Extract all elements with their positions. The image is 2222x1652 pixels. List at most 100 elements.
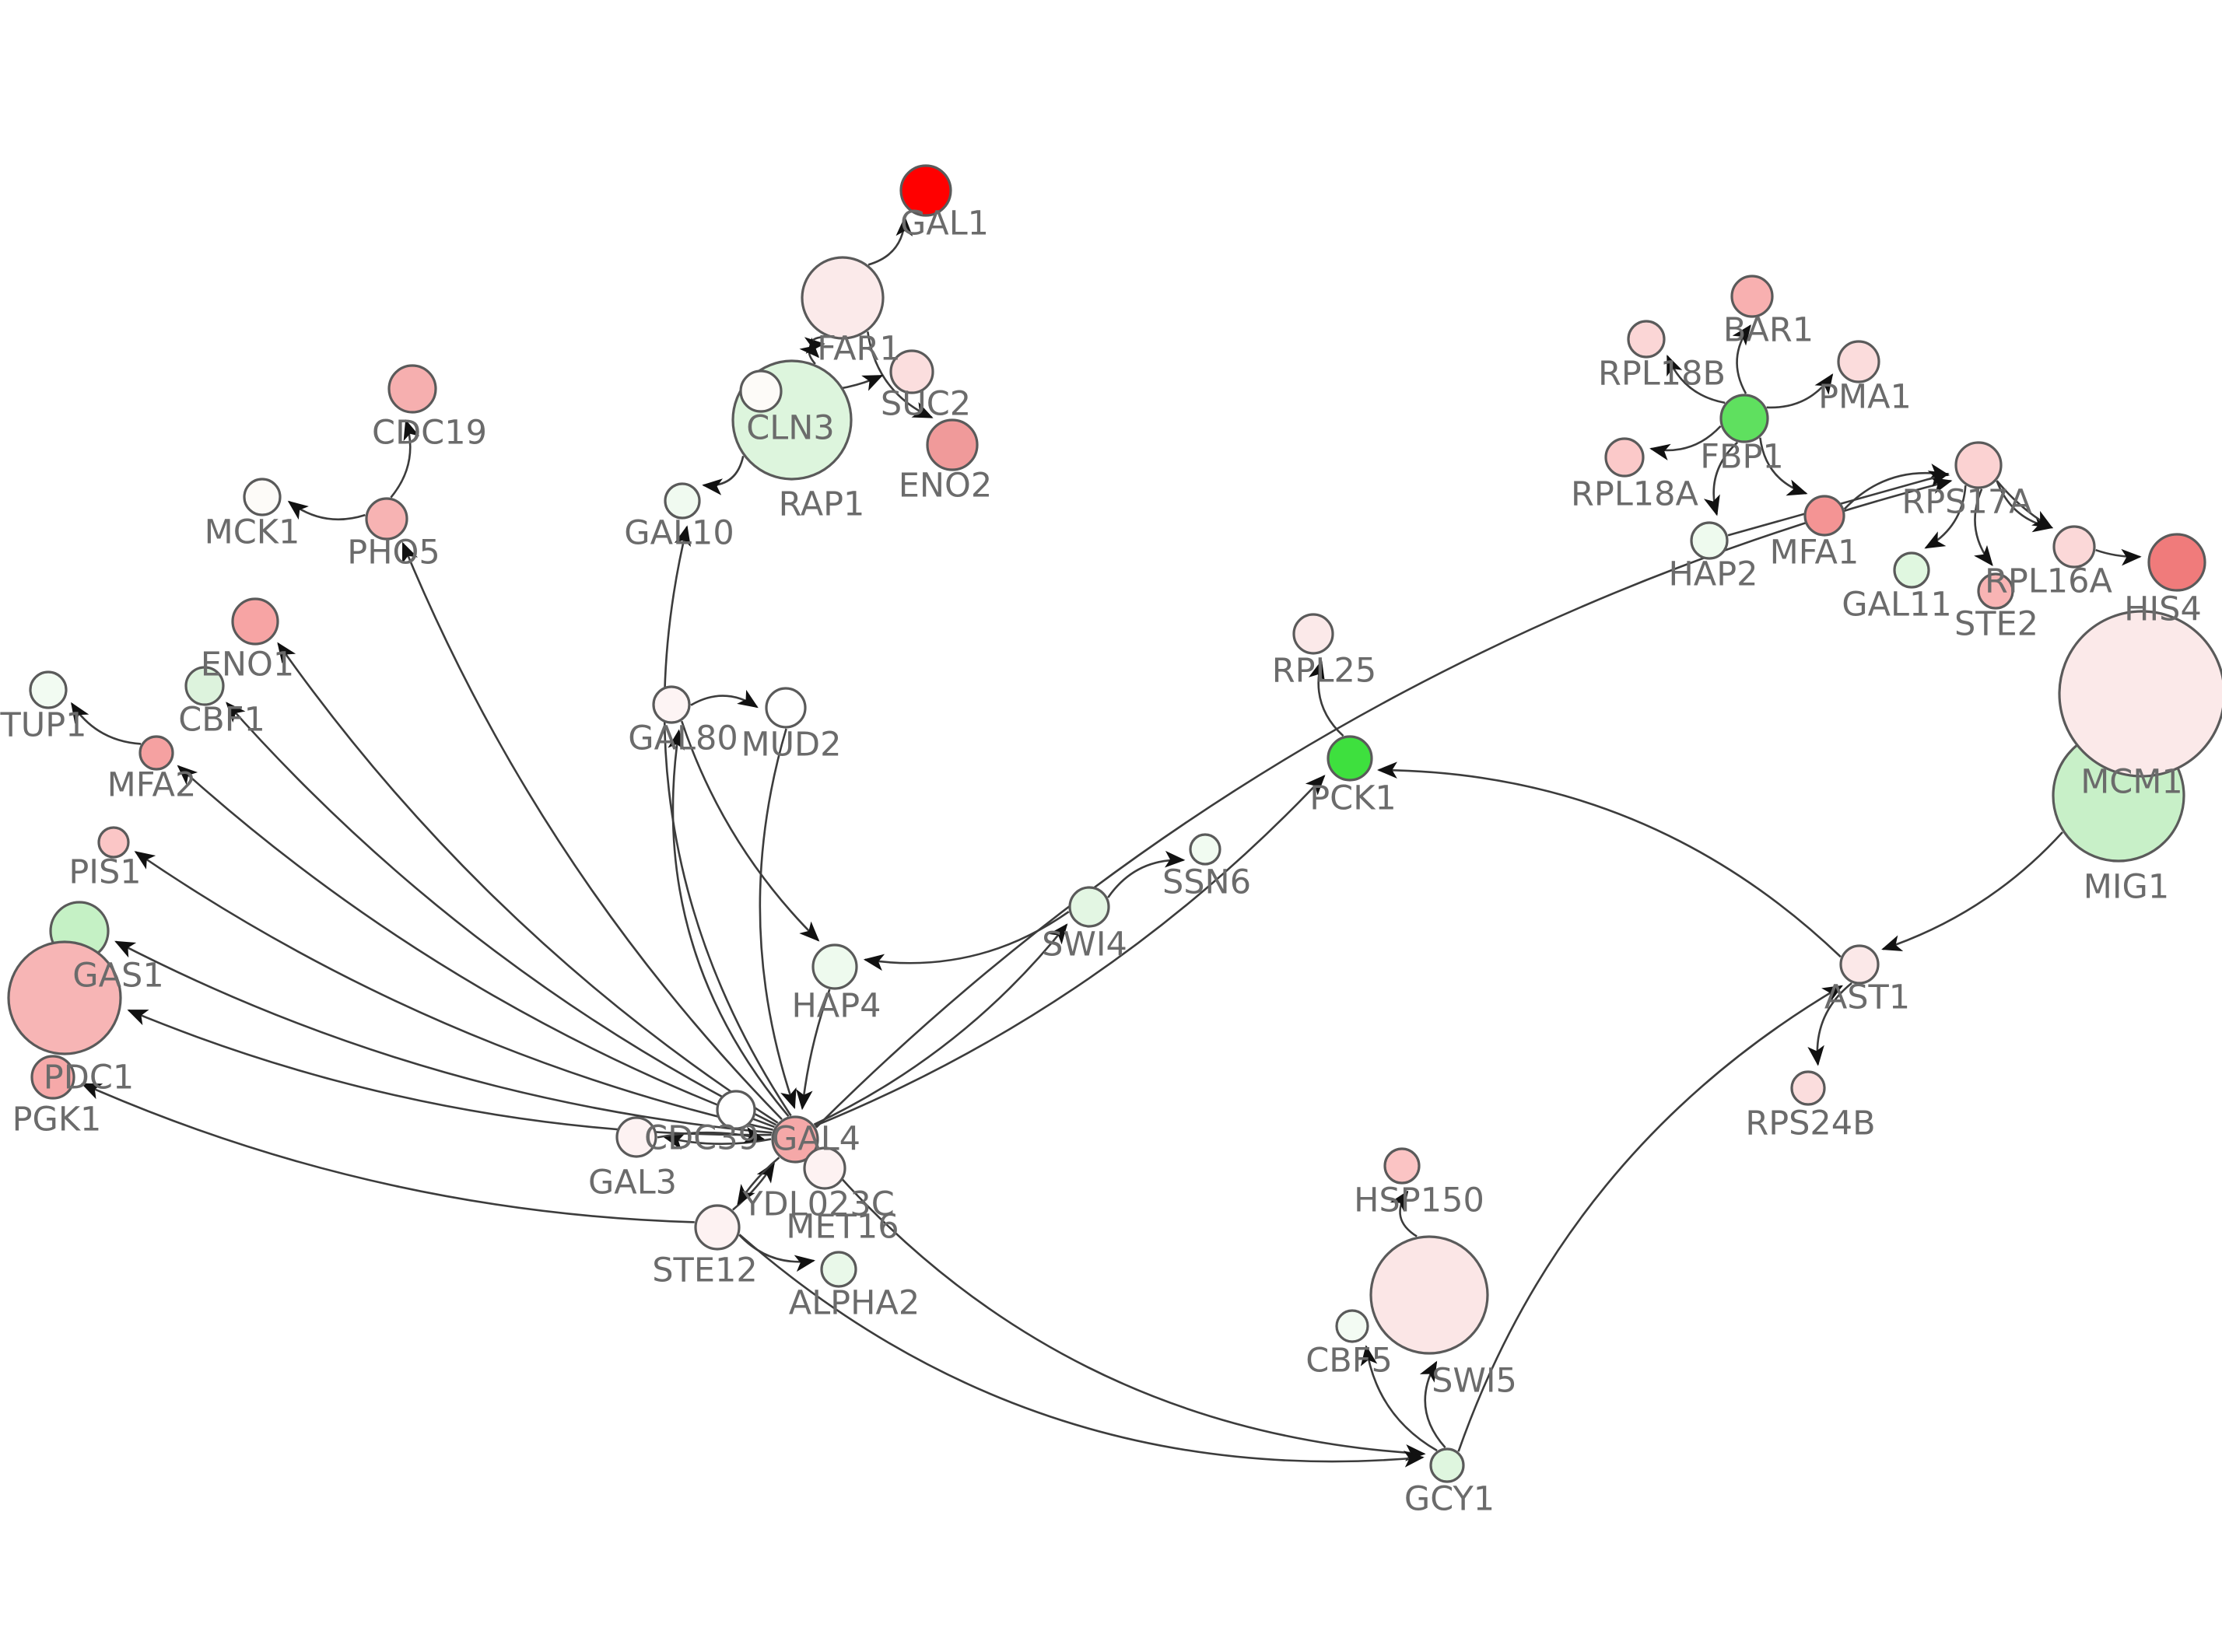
- gene-label-cdc19: CDC19: [372, 414, 487, 453]
- gene-node-mfa2[interactable]: [138, 735, 174, 771]
- gene-label-ast1: AST1: [1824, 978, 1910, 1017]
- edge-rps17a-to-ste2: [1974, 488, 1993, 567]
- gene-label-rpl16a: RPL16A: [1985, 562, 2112, 601]
- gene-node-ydl023c[interactable]: [803, 1146, 846, 1190]
- gene-label-rpl25: RPL25: [1272, 652, 1376, 691]
- gene-node-pck1[interactable]: [1327, 735, 1373, 782]
- gene-node-rpl18a[interactable]: [1604, 437, 1645, 478]
- gene-label-his4: HIS4: [2124, 590, 2202, 629]
- node-layer: [7, 164, 2222, 1483]
- gene-node-gal10[interactable]: [664, 482, 701, 520]
- gene-label-gal4: GAL4: [772, 1120, 860, 1159]
- gene-node-cbf1[interactable]: [184, 666, 225, 706]
- edge-gal4-to-ste12: [737, 1157, 780, 1206]
- gene-node-mfa1[interactable]: [1803, 495, 1845, 537]
- gene-node-cdc19[interactable]: [387, 364, 437, 414]
- edge-gal4-to-eno1: [277, 642, 779, 1124]
- gene-node-pma1[interactable]: [1837, 340, 1880, 383]
- gene-node-gal1[interactable]: [899, 164, 952, 217]
- gene-node-gal80[interactable]: [652, 685, 691, 724]
- gene-node-rpl18b[interactable]: [1627, 320, 1666, 359]
- edge-ast1-to-pck1: [1376, 761, 1842, 958]
- gene-label-pck1: PCK1: [1309, 779, 1397, 818]
- gene-node-fbp1[interactable]: [1719, 394, 1769, 443]
- gene-label-bar1: BAR1: [1723, 311, 1814, 350]
- gene-label-gcy1: GCY1: [1404, 1480, 1495, 1519]
- gene-node-hap4[interactable]: [811, 943, 858, 990]
- gene-label-mcm1: MCM1: [2080, 763, 2183, 802]
- edge-swi5-to-hsp150: [1390, 1190, 1418, 1237]
- edge-swi4-to-hap4: [863, 911, 1070, 971]
- gene-node-swi5[interactable]: [1369, 1235, 1489, 1355]
- gene-label-hap4: HAP4: [791, 987, 881, 1026]
- gene-node-pho5[interactable]: [365, 497, 408, 541]
- gene-label-pis1: PIS1: [68, 853, 141, 892]
- gene-node-rpl16a[interactable]: [2052, 525, 2096, 569]
- edge-rps17a-to-gal11: [1924, 485, 1967, 549]
- gene-node-mud2[interactable]: [765, 687, 807, 729]
- gene-node-eno2[interactable]: [926, 418, 979, 471]
- gene-node-his4[interactable]: [2147, 533, 2206, 592]
- edge-gal4-to-pdc1: [127, 1009, 772, 1136]
- gene-node-mck1[interactable]: [243, 478, 282, 516]
- gene-label-rps24b: RPS24B: [1745, 1104, 1875, 1143]
- gene-node-alpha2[interactable]: [820, 1251, 857, 1288]
- gene-label-met16: MET16: [786, 1208, 899, 1247]
- gene-node-suc2[interactable]: [889, 349, 934, 394]
- gene-label-gal3: GAL3: [588, 1164, 677, 1202]
- gene-node-eno1[interactable]: [231, 597, 279, 646]
- gene-node-gcy1[interactable]: [1429, 1447, 1465, 1483]
- gene-label-cbf5: CBF5: [1306, 1342, 1393, 1381]
- edge-mfa2-to-tup1: [71, 702, 142, 745]
- gene-node-cdc39[interactable]: [716, 1090, 756, 1130]
- gene-label-ste12: STE12: [652, 1251, 757, 1290]
- gene-label-mig1: MIG1: [2084, 868, 2169, 907]
- gene-label-mfa1: MFA1: [1770, 534, 1859, 572]
- edge-ste12-to-gcy1: [738, 1234, 1425, 1468]
- gene-label-eno2: ENO2: [899, 467, 993, 506]
- gene-node-pis1[interactable]: [97, 826, 130, 859]
- gene-node-hsp150[interactable]: [1383, 1147, 1421, 1185]
- gene-node-ast1[interactable]: [1839, 944, 1880, 985]
- edge-fbp1-to-rpl18a: [1649, 425, 1722, 461]
- gene-label-gas1: GAS1: [72, 957, 163, 996]
- gene-label-pgk1: PGK1: [12, 1101, 102, 1139]
- gene-label-gal11: GAL11: [1842, 586, 1951, 625]
- edge-gal4-to-gcy1: [815, 1150, 1426, 1461]
- gene-label-pdc1: PDC1: [44, 1059, 134, 1097]
- gene-node-rps17a[interactable]: [1954, 441, 2003, 489]
- gene-node-gal3[interactable]: [615, 1116, 657, 1158]
- gene-label-hap2: HAP2: [1668, 555, 1758, 594]
- gene-node-bar1[interactable]: [1730, 275, 1774, 318]
- gene-label-pma1: PMA1: [1818, 378, 1912, 417]
- edge-layer: [71, 215, 2142, 1468]
- gene-node-rpl25[interactable]: [1292, 613, 1334, 655]
- edge-rps17a-to-rpl16a: [1996, 480, 2053, 529]
- gene-label-ste2: STE2: [1954, 605, 2038, 644]
- gene-node-ste12[interactable]: [694, 1204, 741, 1251]
- gene-node-hap2[interactable]: [1690, 521, 1729, 560]
- gene-label-pho5: PHO5: [347, 534, 440, 572]
- gene-node-cbf5[interactable]: [1335, 1309, 1369, 1343]
- edge-gal4-to-cbf1: [226, 702, 776, 1126]
- gene-node-gal4[interactable]: [771, 1115, 819, 1164]
- gene-node-pgk1[interactable]: [30, 1055, 75, 1100]
- gene-node-tup1[interactable]: [29, 670, 68, 709]
- gene-node-gal11[interactable]: [1893, 551, 1930, 589]
- gene-node-mcm1[interactable]: [2058, 610, 2222, 778]
- edge-gal3-to-gal4: [657, 1126, 766, 1143]
- gene-node-rps24b[interactable]: [1790, 1070, 1826, 1106]
- gene-node-swi4[interactable]: [1068, 886, 1110, 928]
- gene-node-ste2[interactable]: [1977, 572, 2014, 610]
- edge-ste12-to-gal4: [732, 1161, 776, 1211]
- gene-label-ydl023c: YDL023C: [741, 1185, 894, 1224]
- edge-fbp1-to-pma1: [1766, 373, 1834, 409]
- gene-label-gal80: GAL80: [628, 719, 738, 758]
- gene-node-ssn6[interactable]: [1189, 833, 1221, 866]
- gene-node-pdc1[interactable]: [7, 940, 122, 1055]
- edge-mig1-to-ast1: [1881, 831, 2063, 952]
- gene-node-far1[interactable]: [801, 256, 885, 340]
- gene-label-rps17a: RPS17A: [1901, 483, 2032, 522]
- gene-node-rap1[interactable]: [739, 369, 783, 413]
- gene-label-fbp1: FBP1: [1700, 438, 1784, 477]
